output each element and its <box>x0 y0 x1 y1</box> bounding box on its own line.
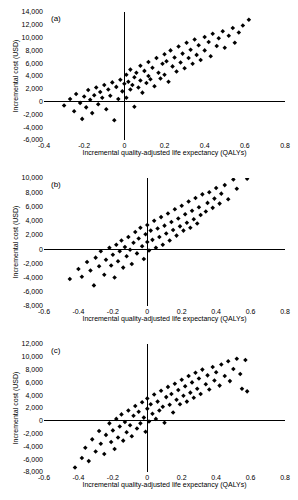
svg-text:6,000: 6,000 <box>25 60 43 67</box>
svg-text:0.4: 0.4 <box>200 142 210 149</box>
svg-text:0.2: 0.2 <box>177 474 187 481</box>
svg-text:-0.6: -0.6 <box>38 308 50 315</box>
svg-text:-4,000: -4,000 <box>23 124 43 131</box>
svg-text:0: 0 <box>145 308 149 315</box>
svg-text:8,000: 8,000 <box>25 366 43 373</box>
svg-text:6,000: 6,000 <box>25 379 43 386</box>
svg-text:0.8: 0.8 <box>280 308 290 315</box>
svg-text:12,000: 12,000 <box>22 21 44 28</box>
svg-text:4,000: 4,000 <box>25 72 43 79</box>
svg-text:-0.4: -0.4 <box>72 308 84 315</box>
svg-text:(b): (b) <box>51 180 61 189</box>
svg-text:0.8: 0.8 <box>280 142 290 149</box>
svg-text:-8,000: -8,000 <box>23 468 43 475</box>
svg-text:-0.4: -0.4 <box>72 474 84 481</box>
svg-text:-6,000: -6,000 <box>23 136 43 143</box>
svg-text:(a): (a) <box>51 14 61 23</box>
svg-text:6,000: 6,000 <box>25 203 43 210</box>
svg-text:-8,000: -8,000 <box>23 302 43 309</box>
svg-text:Incremental cost (USD): Incremental cost (USD) <box>12 372 20 445</box>
svg-text:-6,000: -6,000 <box>23 288 43 295</box>
svg-text:0.6: 0.6 <box>246 308 256 315</box>
svg-text:Incremental quality-adjusted l: Incremental quality-adjusted life expect… <box>82 315 246 323</box>
svg-text:-2,000: -2,000 <box>23 260 43 267</box>
svg-text:(c): (c) <box>51 346 61 355</box>
svg-text:8,000: 8,000 <box>25 189 43 196</box>
svg-text:0: 0 <box>39 246 43 253</box>
svg-text:Incremental quality-adjusted l: Incremental quality-adjusted life expect… <box>82 481 246 489</box>
svg-text:10,000: 10,000 <box>22 353 44 360</box>
svg-text:0: 0 <box>39 98 43 105</box>
svg-text:2,000: 2,000 <box>25 404 43 411</box>
svg-text:-2,000: -2,000 <box>23 111 43 118</box>
svg-text:-0.4: -0.4 <box>38 142 50 149</box>
svg-text:Incremental cost (USD): Incremental cost (USD) <box>12 206 20 279</box>
svg-text:10,000: 10,000 <box>22 34 44 41</box>
svg-text:-4,000: -4,000 <box>23 274 43 281</box>
svg-text:12,000: 12,000 <box>22 340 44 347</box>
svg-text:-0.2: -0.2 <box>78 142 90 149</box>
svg-text:-0.2: -0.2 <box>107 474 119 481</box>
svg-text:-0.6: -0.6 <box>38 474 50 481</box>
svg-text:-2,000: -2,000 <box>23 430 43 437</box>
svg-text:0: 0 <box>145 474 149 481</box>
svg-text:0.4: 0.4 <box>211 308 221 315</box>
svg-text:-6,000: -6,000 <box>23 456 43 463</box>
svg-text:0.6: 0.6 <box>246 474 256 481</box>
svg-text:0: 0 <box>122 142 126 149</box>
svg-text:2,000: 2,000 <box>25 231 43 238</box>
svg-text:14,000: 14,000 <box>22 8 44 15</box>
svg-text:0.2: 0.2 <box>160 142 170 149</box>
svg-text:0.8: 0.8 <box>280 474 290 481</box>
svg-text:Incremental quality-adjusted l: Incremental quality-adjusted life expect… <box>82 149 246 157</box>
svg-text:0: 0 <box>39 417 43 424</box>
svg-text:10,000: 10,000 <box>22 174 44 181</box>
svg-text:-0.2: -0.2 <box>107 308 119 315</box>
svg-text:4,000: 4,000 <box>25 217 43 224</box>
svg-text:2,000: 2,000 <box>25 85 43 92</box>
svg-text:-4,000: -4,000 <box>23 443 43 450</box>
svg-text:Incremental cost (USD): Incremental cost (USD) <box>12 40 20 113</box>
svg-text:4,000: 4,000 <box>25 392 43 399</box>
svg-text:8,000: 8,000 <box>25 47 43 54</box>
svg-text:0.2: 0.2 <box>177 308 187 315</box>
svg-text:0.6: 0.6 <box>240 142 250 149</box>
svg-text:0.4: 0.4 <box>211 474 221 481</box>
